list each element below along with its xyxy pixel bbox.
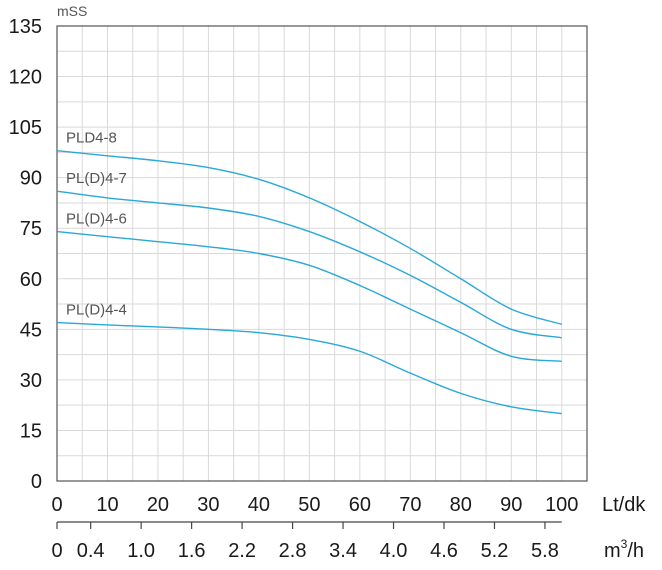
series-label-0: PLD4-8 bbox=[66, 130, 117, 147]
x2-axis-label: m3/h bbox=[604, 537, 644, 562]
x-tick-label: 20 bbox=[147, 494, 169, 516]
y-axis-label: mSS bbox=[57, 3, 87, 19]
x-tick-label: 100 bbox=[545, 494, 578, 516]
series-label-3: PL(D)4-4 bbox=[66, 302, 127, 319]
plot-frame bbox=[56, 25, 588, 482]
x-tick-label: 70 bbox=[399, 494, 421, 516]
series-line-0 bbox=[56, 150, 562, 325]
x-tick-label: 0 bbox=[51, 494, 62, 516]
series-line-3 bbox=[56, 321, 562, 415]
y-tick-label: 135 bbox=[9, 16, 42, 38]
y-tick-label: 105 bbox=[9, 117, 42, 139]
y-tick-label: 90 bbox=[20, 168, 42, 190]
x2-tick-label: 1.0 bbox=[127, 540, 155, 562]
series-label-2: PL(D)4-6 bbox=[66, 211, 127, 228]
y-tick-label: 0 bbox=[31, 471, 42, 493]
y-axis-ticks: 0 15 30 45 60 75 90 105 120 135 bbox=[9, 16, 42, 493]
x-tick-label: 60 bbox=[349, 494, 371, 516]
y-tick-label: 15 bbox=[20, 420, 42, 442]
y-tick-label: 60 bbox=[20, 269, 42, 291]
series-label-1: PL(D)4-7 bbox=[66, 170, 127, 187]
series-lines bbox=[56, 150, 562, 415]
plot-border bbox=[56, 25, 588, 482]
x-tick-label: 10 bbox=[96, 494, 118, 516]
grid bbox=[57, 26, 587, 481]
y-tick-label: 45 bbox=[20, 319, 42, 341]
x-tick-label: 50 bbox=[298, 494, 320, 516]
x-tick-label: 90 bbox=[500, 494, 522, 516]
series-line-2 bbox=[56, 230, 562, 363]
x2-tick-label: 0 bbox=[51, 540, 62, 562]
x2-tick-label: 1.6 bbox=[178, 540, 206, 562]
x-tick-label: 30 bbox=[197, 494, 219, 516]
x2-tick-label: 4.0 bbox=[380, 540, 408, 562]
x2-tick-label: 3.4 bbox=[329, 540, 357, 562]
x-axis-label: Lt/dk bbox=[602, 494, 646, 516]
x2-tick-label: 5.8 bbox=[531, 540, 559, 562]
x-tick-label: 40 bbox=[248, 494, 270, 516]
y-tick-label: 75 bbox=[20, 218, 42, 240]
x-tick-label: 80 bbox=[450, 494, 472, 516]
x-axis-ticks: 0 10 20 30 40 50 60 70 80 90 100 bbox=[51, 494, 578, 516]
x2-tick-label: 2.8 bbox=[279, 540, 307, 562]
series-line-1 bbox=[56, 190, 562, 339]
x2-tick-label: 0.4 bbox=[77, 540, 105, 562]
series-labels: PLD4-8 PL(D)4-7 PL(D)4-6 PL(D)4-4 bbox=[66, 130, 127, 319]
secondary-x-axis: 0 0.4 1.0 1.6 2.2 2.8 3.4 4.0 4.6 5.2 5.8 bbox=[51, 521, 562, 562]
x2-tick-label: 5.2 bbox=[481, 540, 509, 562]
y-tick-label: 120 bbox=[9, 67, 42, 89]
y-tick-label: 30 bbox=[20, 370, 42, 392]
x2-tick-label: 2.2 bbox=[228, 540, 256, 562]
x2-tick-label: 4.6 bbox=[430, 540, 458, 562]
